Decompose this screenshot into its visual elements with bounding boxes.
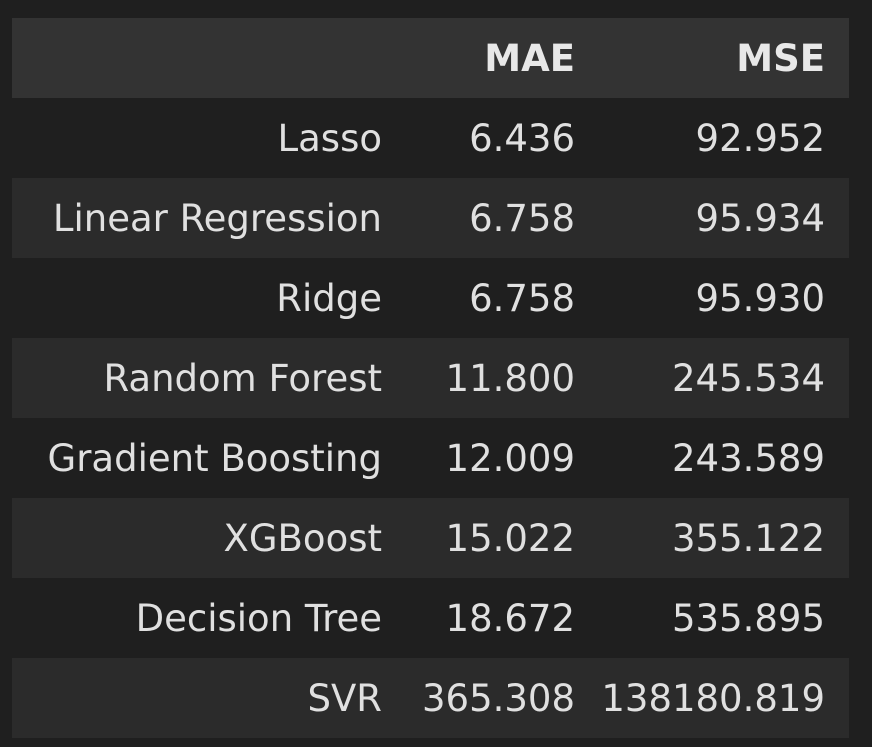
- row-mae-value: 11.800: [445, 356, 575, 400]
- table-row: Random Forest 11.800 245.534: [12, 338, 849, 418]
- row-model-name: Ridge: [276, 276, 382, 320]
- table-header-row: MAE MSE: [12, 18, 849, 98]
- row-mae-value: 15.022: [445, 516, 575, 560]
- row-mse-value: 95.934: [695, 196, 825, 240]
- model-metrics-table: MAE MSE Lasso 6.436 92.952 Linear Regres…: [12, 18, 849, 738]
- header-index-cell: [12, 18, 382, 98]
- row-mse-value: 92.952: [695, 116, 825, 160]
- table-row: Decision Tree 18.672 535.895: [12, 578, 849, 658]
- row-mae-value: 6.436: [469, 116, 575, 160]
- row-model-name: Random Forest: [103, 356, 383, 400]
- row-model-name: Gradient Boosting: [47, 436, 382, 480]
- row-mae-value: 12.009: [445, 436, 575, 480]
- header-mae: MAE: [484, 36, 575, 80]
- row-mse-value: 245.534: [671, 356, 825, 400]
- results-table-container: MAE MSE Lasso 6.436 92.952 Linear Regres…: [12, 18, 849, 738]
- row-model-name: Decision Tree: [135, 596, 382, 640]
- row-mse-value: 535.895: [671, 596, 825, 640]
- row-mse-value: 355.122: [671, 516, 825, 560]
- header-mse: MSE: [736, 36, 825, 80]
- table-row: Ridge 6.758 95.930: [12, 258, 849, 338]
- table-row: Lasso 6.436 92.952: [12, 98, 849, 178]
- table-row: SVR 365.308 138180.819: [12, 658, 849, 738]
- row-mae-value: 365.308: [421, 676, 575, 720]
- table-row: XGBoost 15.022 355.122: [12, 498, 849, 578]
- row-mse-value: 95.930: [695, 276, 825, 320]
- table-row: Linear Regression 6.758 95.934: [12, 178, 849, 258]
- row-mae-value: 18.672: [445, 596, 575, 640]
- row-model-name: Lasso: [277, 116, 382, 160]
- row-model-name: SVR: [307, 676, 382, 720]
- row-model-name: XGBoost: [223, 516, 382, 560]
- table-row: Gradient Boosting 12.009 243.589: [12, 418, 849, 498]
- row-mae-value: 6.758: [469, 276, 575, 320]
- row-mse-value: 243.589: [671, 436, 825, 480]
- row-model-name: Linear Regression: [52, 196, 382, 240]
- row-mse-value: 138180.819: [601, 676, 825, 720]
- row-mae-value: 6.758: [469, 196, 575, 240]
